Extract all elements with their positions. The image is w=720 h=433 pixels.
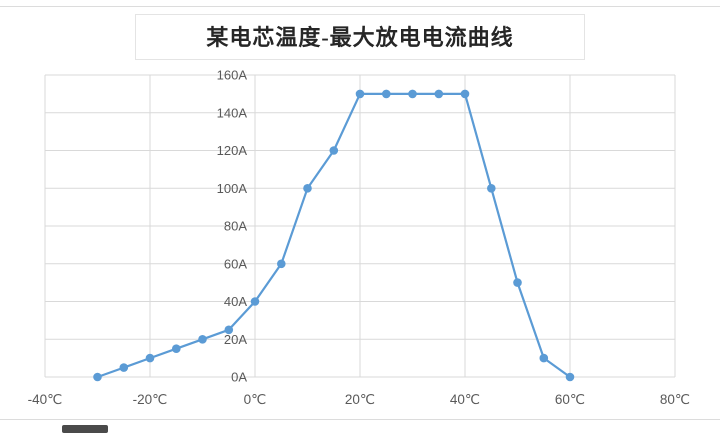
y-tick-label: 140A [217,105,248,120]
data-point-marker [198,335,207,344]
y-tick-label: 120A [217,143,248,158]
y-tick-label: 100A [217,181,248,196]
chart-title-area: 某电芯温度-最大放电电流曲线 [0,14,720,60]
data-point-marker [565,372,575,382]
x-tick-label: 80℃ [660,392,690,407]
top-divider [0,6,720,7]
y-tick-label: 160A [217,68,248,83]
x-tick-label: 60℃ [555,392,585,407]
y-tick-label: 80A [224,219,247,234]
x-tick-label: 40℃ [450,392,480,407]
data-point-marker [93,372,102,382]
data-point-marker [277,259,286,269]
bottom-divider [0,419,720,420]
y-tick-label: 20A [224,332,247,347]
x-tick-label: 20℃ [345,392,375,407]
data-point-marker [329,146,339,155]
data-point-marker [303,184,312,193]
data-point-marker [460,89,470,99]
x-tick-label: 0℃ [244,392,267,407]
watermark-fragment [62,425,108,433]
data-point-marker [224,325,234,335]
data-point-marker [513,278,522,287]
chart-title: 某电芯温度-最大放电电流曲线 [135,14,585,60]
data-point-marker [355,89,365,99]
y-tick-label: 60A [224,256,247,271]
series-line [96,92,572,379]
data-point-marker [539,353,549,363]
data-point-marker [172,344,181,354]
data-point-marker [250,297,260,306]
data-point-marker [119,363,129,372]
temperature-current-line-chart: 0A 20A 40A 60A 80A 100A 120A 140A 160A -40℃ -20℃ 0℃… [28,68,690,408]
x-tick-label: -40℃ [28,392,63,407]
data-point-marker [145,353,155,363]
data-point-marker [487,184,496,193]
y-tick-label: 0A [231,370,247,385]
data-point-marker [382,89,391,99]
x-tick-label: -20℃ [133,392,168,407]
data-point-marker [408,89,417,99]
data-point-marker [434,89,444,99]
y-tick-label: 40A [224,294,247,309]
